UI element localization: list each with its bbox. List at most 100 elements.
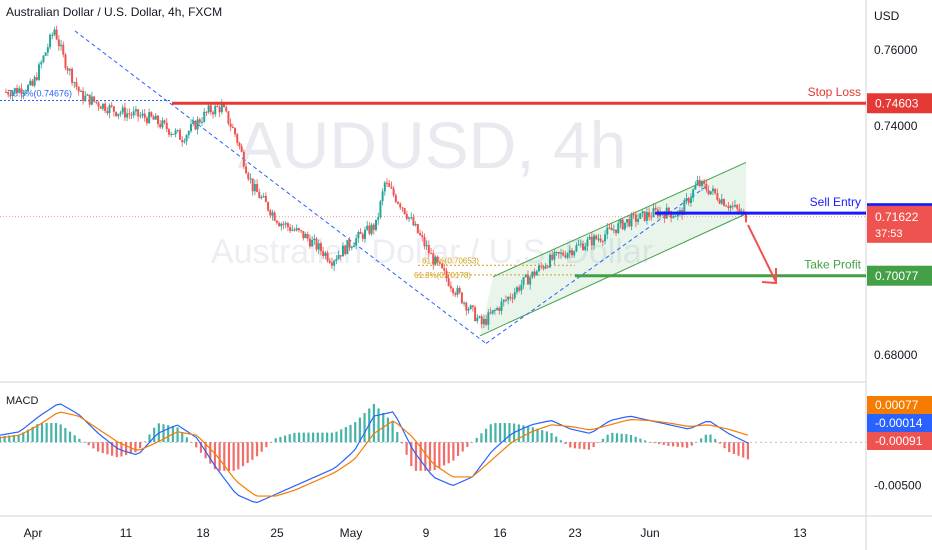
candle-body — [480, 316, 483, 325]
candle-body — [571, 250, 574, 256]
candle-body — [458, 288, 461, 293]
candle-body — [615, 229, 618, 234]
candle-body — [42, 55, 45, 63]
candle-body — [652, 208, 655, 217]
macd-hist-bar — [447, 442, 450, 464]
candle-body — [623, 222, 626, 230]
candle-body — [502, 299, 505, 302]
price-tick: 0.76000 — [874, 43, 918, 57]
candle-body — [253, 184, 256, 192]
price-tick: 0.74000 — [874, 119, 918, 133]
candle-body — [588, 236, 591, 240]
candle-body — [531, 271, 534, 278]
candle-body — [352, 245, 355, 248]
macd-hist-bar — [316, 432, 319, 443]
candle-body — [134, 109, 137, 112]
macd-hist-bar — [82, 442, 86, 443]
candle-body — [694, 185, 697, 190]
candle-body — [394, 195, 397, 202]
candle-body — [126, 113, 129, 118]
candle-body — [313, 238, 316, 240]
chart-title: Australian Dollar / U.S. Dollar, 4h, FXC… — [6, 5, 223, 19]
candle-body — [51, 34, 54, 36]
candle-body — [628, 219, 631, 227]
candle-body — [121, 107, 124, 113]
candle-body — [529, 277, 532, 285]
candle-body — [575, 245, 578, 252]
candle-body — [452, 288, 455, 294]
candle-body — [143, 113, 146, 118]
uptrend-line — [485, 184, 709, 344]
macd-hist-bar — [209, 442, 212, 464]
level-value-stop-loss: 0.74603 — [875, 97, 919, 111]
candle-body — [319, 243, 322, 252]
macd-hist-bar — [17, 434, 20, 443]
macd-hist-bar — [204, 442, 207, 459]
macd-hist-bar — [372, 403, 375, 443]
candle-body — [229, 123, 232, 127]
macd-hist-bar — [237, 442, 240, 470]
macd-hist-bar — [50, 423, 53, 443]
macd-hist-bar — [742, 442, 745, 458]
level-value-take-profit: 0.70077 — [875, 269, 919, 283]
candle-body — [619, 219, 622, 224]
candle-body — [207, 105, 210, 113]
candle-body — [687, 198, 690, 203]
candle-body — [626, 219, 629, 223]
candle-body — [66, 68, 69, 71]
current-price-tag — [867, 205, 932, 243]
candle-body — [187, 131, 190, 136]
candle-body — [482, 318, 485, 325]
macd-hist-bar — [732, 442, 735, 454]
candle-body — [408, 217, 411, 219]
candle-body — [13, 88, 16, 92]
candle-body — [223, 104, 226, 108]
macd-hist-bar — [728, 442, 731, 453]
candle-body — [295, 228, 298, 231]
candle-body — [289, 226, 292, 231]
candle-body — [112, 106, 115, 112]
macd-hist-bar — [489, 424, 492, 443]
candle-body — [485, 318, 488, 325]
candle-body — [29, 80, 32, 86]
candle-body — [176, 130, 179, 132]
candle-body — [370, 224, 373, 234]
candle-body — [720, 199, 723, 204]
axes: 0.76000 0.74000 0.68000 Apr 11 18 25 May 9 16 23 Ju… — [24, 43, 918, 540]
candle-body — [304, 233, 307, 239]
macd-value-label: -0.00014 — [875, 416, 923, 430]
candle-body — [736, 205, 739, 209]
candle-body — [97, 102, 100, 107]
candle-body — [562, 252, 565, 256]
macd-hist-bar — [466, 442, 469, 447]
candle-body — [568, 250, 571, 254]
candle-body — [672, 216, 675, 218]
macd-hist-bar — [59, 424, 62, 443]
candle-body — [247, 173, 250, 179]
macd-hist-bar — [555, 436, 558, 443]
candle-body — [465, 302, 468, 311]
candle-body — [663, 213, 666, 219]
candle-body — [553, 252, 556, 260]
candle-body — [522, 277, 525, 285]
macd-hist-bar — [592, 442, 595, 448]
macd-hist-bar — [424, 442, 427, 471]
candle-body — [302, 231, 305, 239]
candle-body — [31, 80, 34, 86]
candle-body — [53, 29, 56, 35]
candle-body — [104, 103, 107, 111]
candle-body — [357, 232, 360, 239]
macd-hist-bar — [340, 429, 343, 443]
candle-body — [476, 317, 479, 322]
macd-hist-bar — [714, 439, 717, 443]
candle-body — [139, 115, 142, 117]
candle-body — [209, 105, 212, 113]
candle-body — [386, 182, 389, 184]
macd-title: MACD — [6, 395, 39, 407]
candle-body — [123, 107, 126, 118]
candle-body — [234, 128, 237, 135]
candle-body — [110, 105, 113, 107]
candle-body — [714, 188, 717, 194]
candle-body — [99, 106, 102, 109]
macd-hist-bar — [78, 438, 81, 443]
